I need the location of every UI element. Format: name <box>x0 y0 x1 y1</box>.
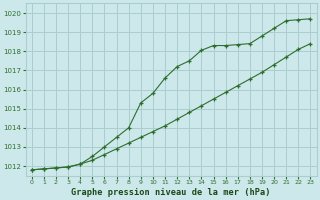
X-axis label: Graphe pression niveau de la mer (hPa): Graphe pression niveau de la mer (hPa) <box>71 188 271 197</box>
